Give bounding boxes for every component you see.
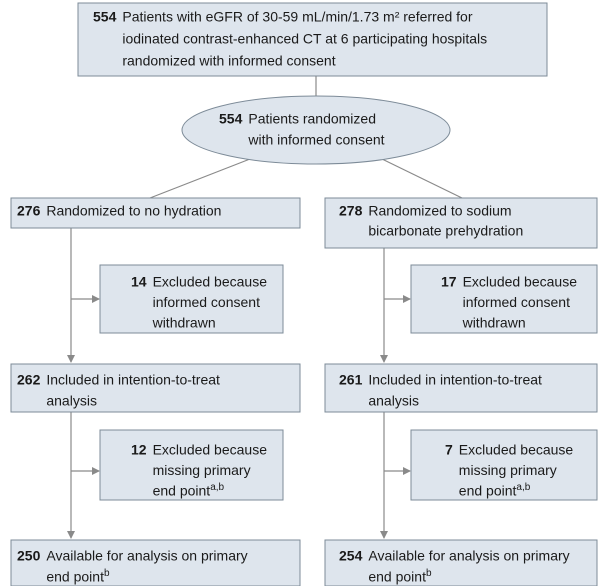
exclusion-box bbox=[410, 429, 598, 501]
count: 554 bbox=[93, 9, 117, 25]
label-line: informed consent bbox=[153, 294, 261, 310]
exclusion-box bbox=[99, 264, 284, 334]
label-line: Patients with eGFR of 30-59 mL/min/1.73 … bbox=[122, 9, 472, 25]
count: 12 bbox=[131, 442, 147, 458]
label-line: Excluded because bbox=[153, 442, 268, 458]
label-line: randomized with informed consent bbox=[122, 53, 335, 69]
count: 261 bbox=[339, 372, 363, 388]
connector bbox=[381, 158, 463, 199]
label-line: missing primary bbox=[459, 462, 557, 478]
label-line: withdrawn bbox=[152, 315, 216, 331]
label-line: bicarbonate prehydration bbox=[368, 223, 523, 239]
exclusion-box bbox=[99, 429, 284, 501]
superscript: a,b bbox=[210, 482, 224, 493]
enrollment-box bbox=[77, 2, 548, 77]
connector bbox=[149, 158, 251, 199]
itt-box bbox=[10, 363, 301, 413]
label-line: informed consent bbox=[463, 294, 571, 310]
count: 17 bbox=[441, 274, 457, 290]
superscript: a,b bbox=[516, 482, 530, 493]
label-line: end pointb bbox=[368, 568, 432, 585]
count: 14 bbox=[131, 274, 147, 290]
label-line: with informed consent bbox=[247, 132, 384, 148]
allocation-box bbox=[10, 197, 301, 229]
analysis-box bbox=[324, 539, 598, 586]
label-line: Randomized to sodium bbox=[368, 203, 511, 219]
randomized-ellipse bbox=[181, 95, 451, 165]
exclusion-box bbox=[410, 264, 598, 334]
label-line: Excluded because bbox=[153, 274, 268, 290]
label-line: Randomized to no hydration bbox=[46, 203, 221, 219]
label-line: missing primary bbox=[153, 462, 251, 478]
superscript: b bbox=[104, 568, 110, 579]
label-line: analysis bbox=[368, 393, 419, 409]
label-line: end pointa,b bbox=[153, 482, 225, 499]
count: 254 bbox=[339, 548, 363, 564]
superscript: b bbox=[426, 568, 432, 579]
count: 7 bbox=[445, 442, 453, 458]
count: 250 bbox=[17, 548, 41, 564]
count: 554 bbox=[219, 111, 243, 127]
label-line: end pointb bbox=[46, 568, 110, 585]
label-line: Excluded because bbox=[463, 274, 578, 290]
label-line: Patients randomized bbox=[248, 111, 376, 127]
label-line: withdrawn bbox=[462, 315, 526, 331]
label-line: Available for analysis on primary bbox=[46, 548, 247, 564]
analysis-box bbox=[10, 539, 301, 586]
label-line: Included in intention-to-treat bbox=[46, 372, 220, 388]
label-line: iodinated contrast-enhanced CT at 6 part… bbox=[122, 31, 487, 47]
count: 262 bbox=[17, 372, 41, 388]
itt-box bbox=[324, 363, 598, 413]
allocation-box bbox=[324, 197, 598, 249]
label-line: Excluded because bbox=[459, 442, 574, 458]
count: 276 bbox=[17, 203, 41, 219]
label-line: Available for analysis on primary bbox=[368, 548, 569, 564]
count: 278 bbox=[339, 203, 363, 219]
label-line: end pointa,b bbox=[459, 482, 531, 499]
label-line: analysis bbox=[46, 393, 97, 409]
label-line: Included in intention-to-treat bbox=[368, 372, 542, 388]
